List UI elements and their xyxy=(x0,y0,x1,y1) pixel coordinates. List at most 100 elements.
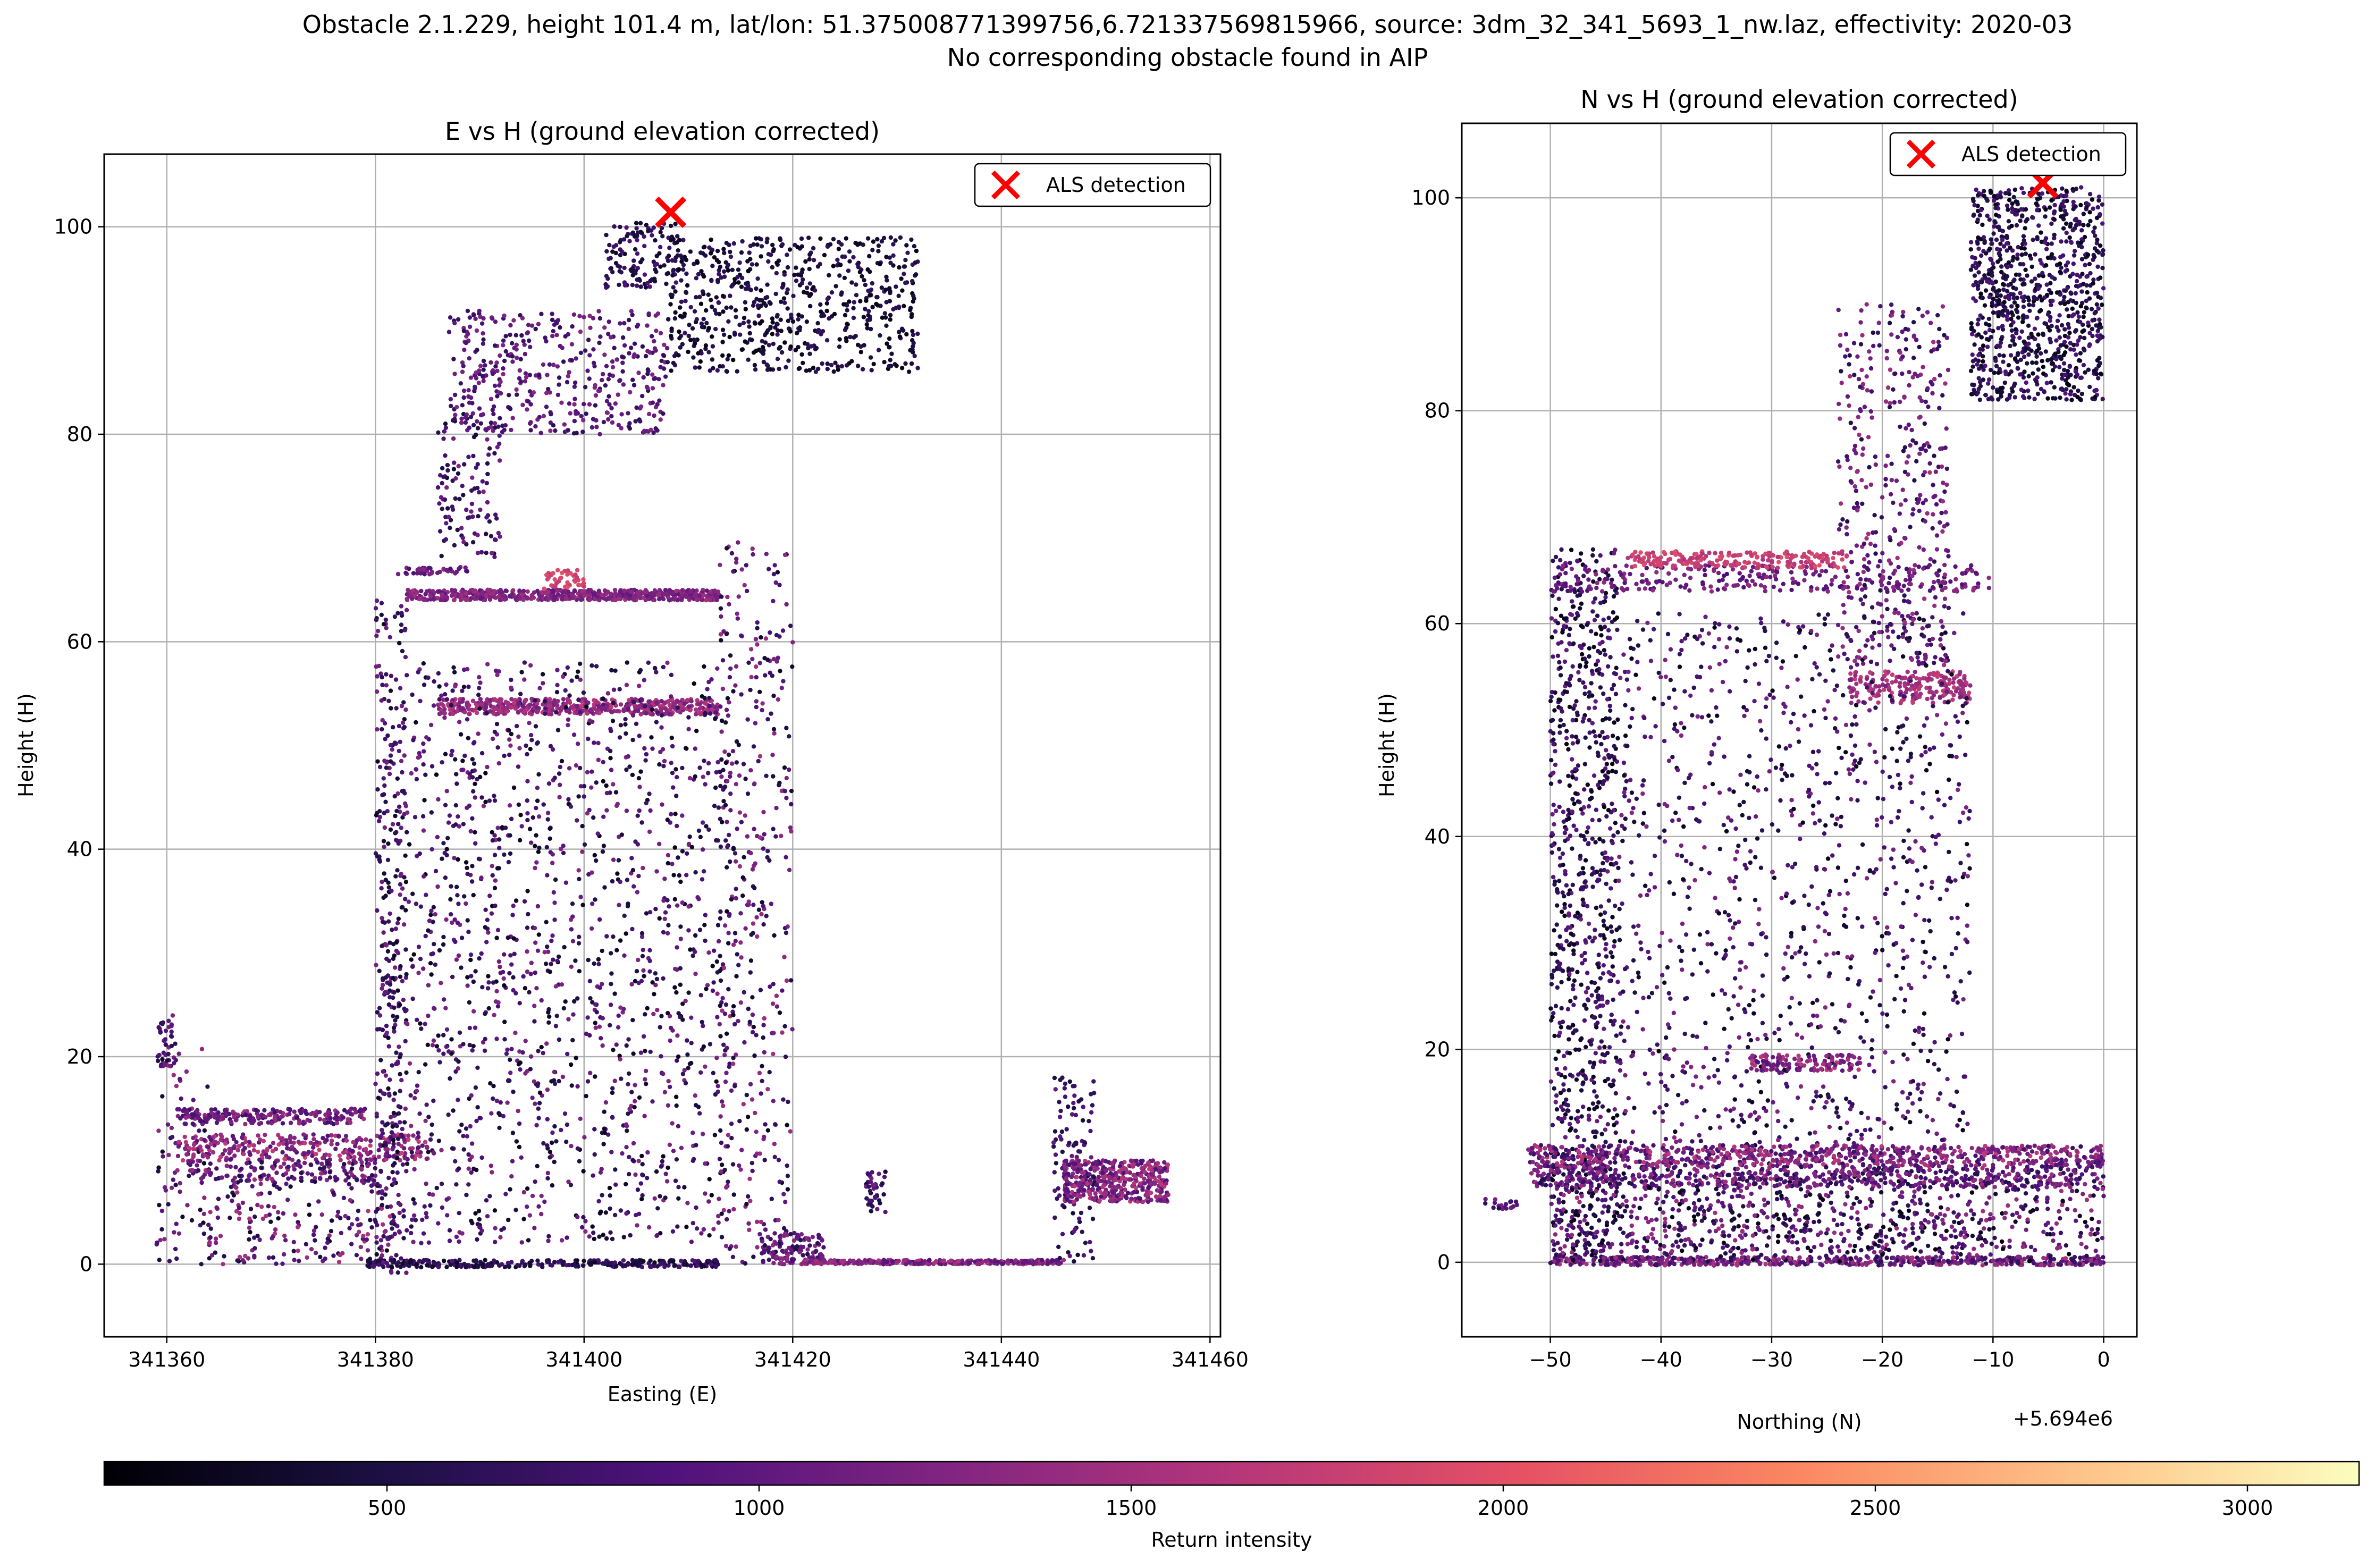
lidar-point xyxy=(720,340,725,344)
lidar-point xyxy=(666,1263,671,1268)
lidar-point xyxy=(534,1123,539,1128)
lidar-point xyxy=(592,1260,597,1264)
lidar-point xyxy=(232,1180,237,1185)
lidar-point xyxy=(613,597,618,603)
lidar-point xyxy=(453,1159,458,1164)
lidar-point xyxy=(352,1154,357,1160)
lidar-point xyxy=(199,1047,205,1051)
lidar-point xyxy=(811,246,816,251)
lidar-point xyxy=(391,1163,395,1168)
lidar-point xyxy=(442,497,448,502)
lidar-point xyxy=(404,1070,409,1075)
lidar-point xyxy=(156,1165,161,1170)
lidar-point xyxy=(502,852,507,857)
lidar-point xyxy=(483,702,489,707)
lidar-point xyxy=(379,1244,384,1249)
lidar-point xyxy=(440,507,444,511)
lidar-point xyxy=(213,1236,218,1241)
lidar-point xyxy=(643,285,649,290)
lidar-point xyxy=(617,735,622,740)
lidar-point xyxy=(319,1161,324,1166)
lidar-point xyxy=(545,811,551,815)
lidar-point xyxy=(397,1201,402,1206)
lidar-point xyxy=(386,1044,391,1049)
lidar-point xyxy=(501,705,506,711)
lidar-point xyxy=(195,1109,199,1114)
lidar-point xyxy=(554,710,559,715)
lidar-point xyxy=(502,358,507,364)
lidar-point xyxy=(581,418,586,423)
lidar-point xyxy=(504,1051,509,1056)
lidar-point xyxy=(662,758,667,764)
lidar-point xyxy=(678,982,683,987)
lidar-point xyxy=(392,1232,397,1236)
lidar-point xyxy=(385,980,390,985)
lidar-point xyxy=(545,1117,550,1122)
lidar-point xyxy=(393,926,398,931)
lidar-point xyxy=(525,817,530,823)
lidar-point xyxy=(389,706,393,711)
lidar-point xyxy=(471,423,476,427)
lidar-point xyxy=(661,353,667,358)
lidar-point xyxy=(629,982,634,987)
lidar-point xyxy=(654,869,659,874)
lidar-point xyxy=(398,873,403,878)
lidar-point xyxy=(293,1212,298,1217)
lidar-point xyxy=(532,925,537,931)
lidar-point xyxy=(478,421,483,426)
lidar-point xyxy=(346,1175,351,1180)
lidar-point xyxy=(446,1112,451,1117)
lidar-point xyxy=(493,668,499,673)
lidar-point xyxy=(364,1237,369,1242)
lidar-point xyxy=(622,265,627,271)
lidar-point xyxy=(619,1262,625,1267)
lidar-point xyxy=(526,338,532,343)
lidar-point xyxy=(614,357,619,362)
lidar-point xyxy=(461,328,466,333)
lidar-point xyxy=(593,1002,598,1007)
lidar-point xyxy=(662,916,667,922)
lidar-point xyxy=(489,397,494,401)
lidar-point xyxy=(208,1235,213,1240)
lidar-point xyxy=(452,392,458,398)
lidar-point xyxy=(652,588,658,593)
lidar-point xyxy=(702,664,706,669)
lidar-point xyxy=(639,1153,644,1159)
lidar-point xyxy=(375,674,380,679)
lidar-point xyxy=(577,314,582,318)
lidar-point xyxy=(414,777,419,782)
lidar-point xyxy=(474,1167,479,1173)
lidar-point xyxy=(638,769,643,774)
lidar-point xyxy=(658,331,663,335)
lidar-point xyxy=(314,1140,319,1145)
lidar-point xyxy=(502,1037,507,1042)
lidar-point xyxy=(460,697,465,702)
lidar-point xyxy=(576,868,581,873)
lidar-point xyxy=(240,1200,246,1205)
lidar-point xyxy=(663,1195,668,1200)
lidar-point xyxy=(491,428,495,433)
lidar-point xyxy=(415,1083,420,1088)
lidar-point xyxy=(470,775,475,780)
lidar-point xyxy=(436,1033,441,1038)
lidar-point xyxy=(376,819,382,823)
lidar-point xyxy=(417,851,422,856)
lidar-point xyxy=(467,425,471,430)
lidar-point xyxy=(518,357,523,361)
lidar-point xyxy=(527,711,532,716)
lidar-point xyxy=(645,281,650,286)
lidar-point xyxy=(610,359,615,364)
lidar-point xyxy=(187,1146,192,1151)
lidar-point xyxy=(616,392,620,397)
lidar-point xyxy=(601,1142,606,1147)
lidar-point xyxy=(190,1122,195,1126)
lidar-point xyxy=(697,593,702,598)
lidar-point xyxy=(428,1137,433,1142)
lidar-point xyxy=(532,1019,537,1024)
lidar-point xyxy=(269,1121,274,1126)
lidar-point xyxy=(546,597,551,602)
lidar-point xyxy=(582,794,586,799)
lidar-point xyxy=(635,813,640,818)
lidar-point xyxy=(445,462,450,468)
lidar-point xyxy=(478,680,483,685)
